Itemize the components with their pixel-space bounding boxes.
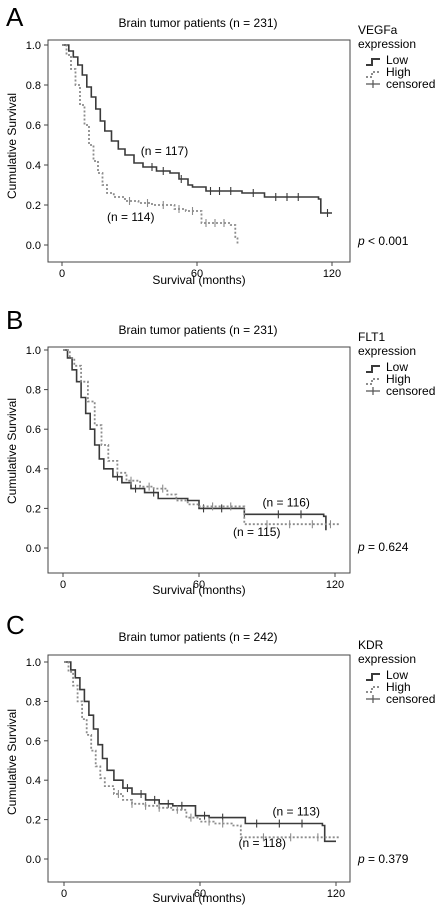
group-size-label: (n = 115) (233, 525, 280, 539)
x-tick-label: 60 (193, 579, 205, 591)
legend: Low High censored (366, 53, 435, 91)
panel-label: B (6, 305, 23, 335)
survival-panel-b: B Brain tumor patients (n = 231) FLT1 ex… (0, 305, 442, 605)
legend-heading-line1: KDR (358, 638, 384, 652)
y-tick-label: 0.2 (26, 503, 41, 515)
p-value: p = 0.379 (357, 852, 409, 866)
x-tick-label: 0 (61, 888, 67, 900)
chart-title: Brain tumor patients (n = 231) (118, 323, 277, 337)
legend-high-swatch (366, 378, 380, 385)
y-axis-title: Cumulative Survival (5, 709, 19, 815)
km-plot-svg-c: C Brain tumor patients (n = 242) KDR exp… (5, 610, 435, 905)
legend-low-swatch (366, 58, 380, 66)
x-tick-label: 120 (326, 579, 344, 591)
p-value: p = 0.624 (357, 540, 409, 554)
plot-frame (47, 346, 351, 574)
group-size-label: (n = 118) (239, 836, 286, 850)
legend-high-label: High (386, 65, 411, 79)
plot-area: 0.0 0.2 0.4 0.6 0.8 1.0 0 60 120 (n = 117) (n = 11… (26, 39, 351, 280)
x-tick-label: 60 (194, 888, 206, 900)
legend-heading-line2: expression (358, 344, 416, 358)
legend-low-label: Low (386, 53, 408, 67)
y-tick-label: 1.0 (26, 40, 41, 52)
group-size-label: (n = 113) (273, 805, 320, 819)
legend-low-swatch (366, 673, 380, 681)
y-tick-label: 0.4 (26, 775, 41, 787)
survival-panel-a: A Brain tumor patients (n = 231) VEGFa e… (0, 0, 442, 300)
legend-high-label: High (386, 372, 411, 386)
y-tick-label: 0.0 (26, 854, 41, 866)
survival-panel-c: C Brain tumor patients (n = 242) KDR exp… (0, 610, 442, 910)
legend-heading-line1: FLT1 (358, 330, 385, 344)
group-size-label: (n = 117) (141, 144, 188, 158)
legend-high-swatch (366, 71, 380, 78)
plot-frame (47, 654, 351, 883)
plot-area: 0.0 0.2 0.4 0.6 0.8 1.0 0 60 120 (n = 113) (n = 11… (26, 654, 351, 900)
survival-curve-high (62, 44, 239, 245)
legend: Low High censored (366, 360, 435, 398)
y-tick-label: 0.2 (26, 200, 41, 212)
legend-low-swatch (366, 365, 380, 373)
chart-title: Brain tumor patients (n = 231) (118, 16, 277, 30)
survival-curve-low (62, 44, 332, 214)
legend-censored-swatch (366, 80, 380, 88)
legend-heading-line2: expression (358, 37, 416, 51)
legend-heading-line2: expression (358, 652, 416, 666)
survival-curve-low (64, 661, 336, 843)
legend-high-label: High (386, 680, 411, 694)
chart-title: Brain tumor patients (n = 242) (118, 630, 277, 644)
y-tick-label: 0.4 (26, 464, 41, 476)
legend-censored-label: censored (386, 384, 435, 398)
y-tick-label: 0.6 (26, 736, 41, 748)
y-tick-label: 1.0 (26, 345, 41, 357)
y-tick-label: 0.2 (26, 815, 41, 827)
survival-curve-high (64, 661, 341, 839)
y-axis-title: Cumulative Survival (5, 93, 19, 199)
legend-low-label: Low (386, 668, 408, 682)
x-tick-label: 0 (60, 579, 66, 591)
survival-curve-high (63, 349, 340, 526)
legend-censored-swatch (366, 387, 380, 395)
x-tick-label: 120 (323, 268, 341, 280)
y-tick-label: 0.6 (26, 424, 41, 436)
x-tick-label: 0 (59, 268, 65, 280)
km-plot-svg-b: B Brain tumor patients (n = 231) FLT1 ex… (5, 305, 435, 597)
y-tick-label: 0.8 (26, 80, 41, 92)
plot-area: 0.0 0.2 0.4 0.6 0.8 1.0 0 60 120 (n = 116) (n = 11… (26, 345, 351, 591)
panel-label: C (6, 610, 25, 640)
x-tick-label: 120 (327, 888, 345, 900)
y-tick-label: 1.0 (26, 657, 41, 669)
x-axis-title: Survival (months) (152, 583, 245, 597)
y-tick-label: 0.6 (26, 120, 41, 132)
legend-heading-line1: VEGFa (358, 23, 398, 37)
legend-high-swatch (366, 686, 380, 693)
y-tick-label: 0.8 (26, 385, 41, 397)
x-tick-label: 60 (191, 268, 203, 280)
panel-label: A (6, 2, 24, 32)
legend-low-label: Low (386, 360, 408, 374)
group-size-label: (n = 114) (107, 210, 154, 224)
p-value: p < 0.001 (357, 234, 409, 248)
x-axis-title: Survival (months) (152, 273, 245, 287)
group-size-label: (n = 116) (262, 495, 309, 509)
legend-censored-label: censored (386, 692, 435, 706)
legend-censored-label: censored (386, 77, 435, 91)
y-tick-label: 0.0 (26, 543, 41, 555)
legend-censored-swatch (366, 695, 380, 703)
y-tick-label: 0.8 (26, 696, 41, 708)
y-tick-label: 0.0 (26, 240, 41, 252)
legend: Low High censored (366, 668, 435, 706)
y-tick-label: 0.4 (26, 160, 41, 172)
x-axis-title: Survival (months) (152, 891, 245, 905)
km-plot-svg-a: A Brain tumor patients (n = 231) VEGFa e… (5, 2, 435, 287)
y-axis-title: Cumulative Survival (5, 398, 19, 504)
plot-frame (47, 39, 351, 263)
